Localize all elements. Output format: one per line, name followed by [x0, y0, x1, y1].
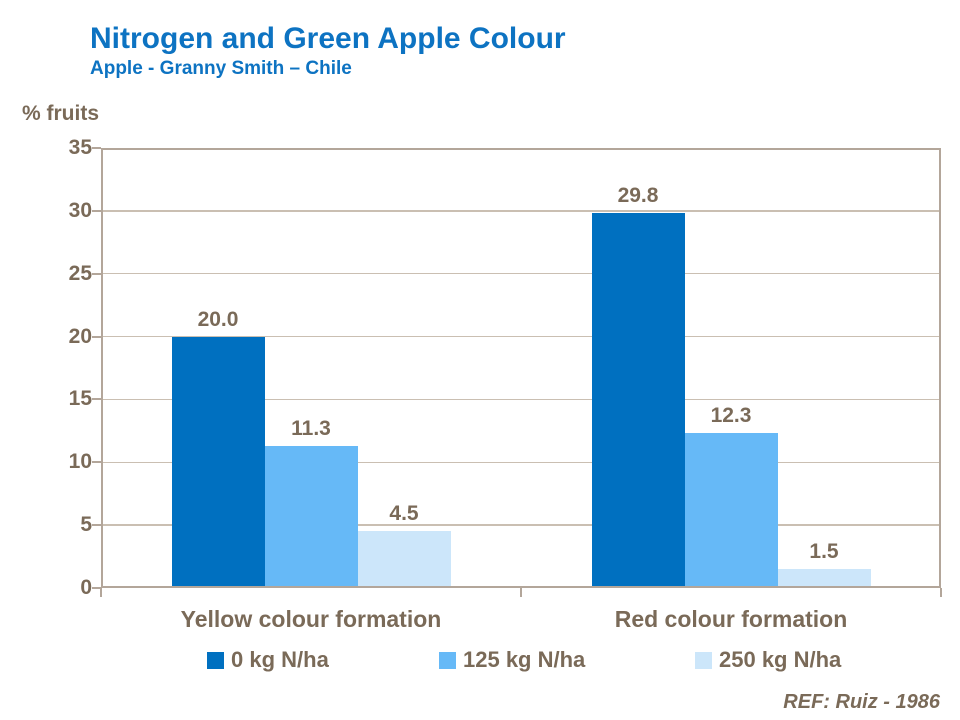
y-axis-unit-label: % fruits — [22, 102, 100, 125]
category-label-2: Red colour formation — [614, 606, 848, 632]
y-tick-mark — [92, 272, 101, 275]
plot-area: 20.0 11.3 4.5 29.8 12.3 1.5 — [101, 148, 941, 588]
y-tick-mark — [92, 587, 101, 589]
y-tick-label: 15 — [68, 387, 92, 411]
y-tick-label: 10 — [68, 450, 92, 474]
bar-value-label: 29.8 — [617, 184, 659, 208]
bar-value-label: 4.5 — [389, 502, 419, 526]
legend-item-0-kg-n-ha: 0 kg N/ha — [207, 649, 329, 671]
gridline — [101, 272, 941, 275]
gridline — [101, 335, 941, 338]
bar-0-kg-n-ha-2 — [591, 213, 685, 588]
page-title: Nitrogen and Green Apple Colour — [90, 22, 566, 55]
y-tick-mark — [92, 524, 101, 527]
y-tick-label: 0 — [80, 576, 92, 599]
y-tick-label: 5 — [80, 513, 92, 537]
y-tick-mark — [92, 147, 101, 149]
x-tick-mark — [100, 588, 102, 597]
gridline — [101, 461, 941, 464]
legend-swatch-icon — [439, 651, 456, 669]
legend-item-125-kg-n-ha: 125 kg N/ha — [439, 649, 585, 671]
page-subtitle: Apple - Granny Smith – Chile — [90, 58, 352, 79]
bar-125-kg-n-ha-2 — [684, 433, 778, 588]
legend-label: 250 kg N/ha — [719, 647, 842, 672]
bar-value-label: 12.3 — [710, 404, 752, 428]
x-tick-mark — [520, 588, 522, 597]
bar-0-kg-n-ha-1 — [171, 336, 265, 588]
legend-label: 125 kg N/ha — [463, 647, 586, 672]
category-label-1: Yellow colour formation — [180, 606, 442, 632]
bar-value-label: 20.0 — [197, 307, 239, 331]
gridline — [101, 210, 941, 212]
bar-value-label: 11.3 — [291, 416, 331, 440]
bar-250-kg-n-ha-1 — [357, 531, 451, 588]
y-tick-mark — [92, 335, 101, 338]
y-tick-label: 30 — [68, 198, 92, 222]
legend-swatch-icon — [207, 651, 224, 669]
bar-value-label: 1.5 — [809, 540, 839, 564]
y-tick-label: 25 — [68, 261, 92, 285]
legend-item-250-kg-n-ha: 250 kg N/ha — [695, 649, 841, 671]
legend-label: 0 kg N/ha — [231, 647, 329, 672]
y-tick-label: 35 — [68, 136, 92, 159]
y-tick-label: 20 — [68, 324, 92, 348]
y-tick-mark — [92, 461, 101, 464]
x-tick-mark — [940, 588, 942, 597]
gridline — [101, 524, 941, 526]
bar-250-kg-n-ha-2 — [777, 569, 871, 588]
legend-swatch-icon — [695, 651, 712, 669]
gridline — [101, 398, 941, 401]
y-tick-mark — [92, 398, 101, 401]
y-tick-mark — [92, 209, 101, 212]
reference-note: REF: Ruiz - 1986 — [783, 691, 940, 713]
bar-125-kg-n-ha-1 — [264, 445, 358, 588]
